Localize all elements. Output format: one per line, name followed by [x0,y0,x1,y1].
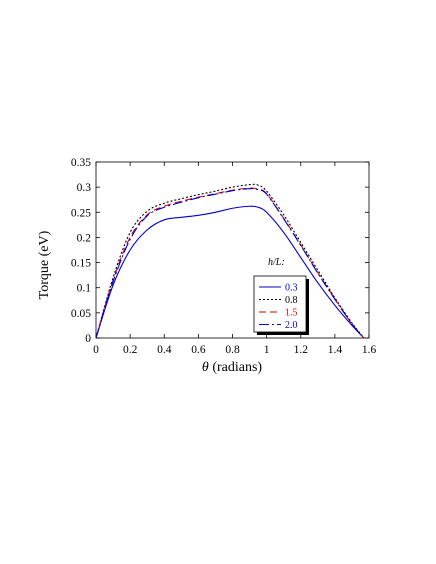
x-tick-label: 1.4 [328,344,343,356]
series-lines [95,183,365,339]
x-tick-label: 0.4 [157,344,172,356]
legend-label: 0.8 [285,295,298,306]
y-tick-label: 0.05 [71,308,91,320]
x-axis-symbol: θ [202,360,209,375]
y-tick-label: 0.3 [77,182,92,194]
y-tick-label: 0.35 [71,157,91,169]
x-tick-label: 1.6 [362,344,377,356]
x-axis-title: θ (radians) [202,360,262,375]
legend-label: 1.5 [285,308,298,319]
y-tick-label: 0 [85,333,91,345]
legend-title: h/L: [268,257,285,268]
y-tick-label: 0.1 [77,283,92,295]
x-tick-label: 0 [93,344,99,356]
x-tick-label: 1.2 [294,344,309,356]
series-line-2-0 [95,188,365,339]
x-tick-label: 0.6 [191,344,206,356]
series-line-1-5 [95,187,365,339]
y-tick-label: 0.25 [71,207,91,219]
y-tick-label: 0.2 [77,232,92,244]
legend: h/L: 0.30.8 1.52.0 [253,257,309,335]
series-line-0-8 [95,183,365,339]
x-tick-label: 0.8 [225,344,240,356]
plot-area [95,161,370,339]
legend-label: 2.0 [285,320,298,331]
plot-frame [95,161,370,339]
series-line-0-3 [95,205,365,339]
x-tick-label: 0.2 [123,344,138,356]
ticks: 0 0.2 0.4 0.6 0.8 1 1.2 1.4 1.6 0 0.05 0.1 0.15 0.2 0.… [71,157,377,356]
x-tick-label: 1 [264,344,270,356]
legend-label: 0.3 [285,283,298,294]
x-axis-text: (radians) [209,360,263,375]
y-tick-label: 0.15 [71,258,91,270]
legend-box [253,275,307,333]
y-axis-title: Torque (eV) [37,230,52,299]
